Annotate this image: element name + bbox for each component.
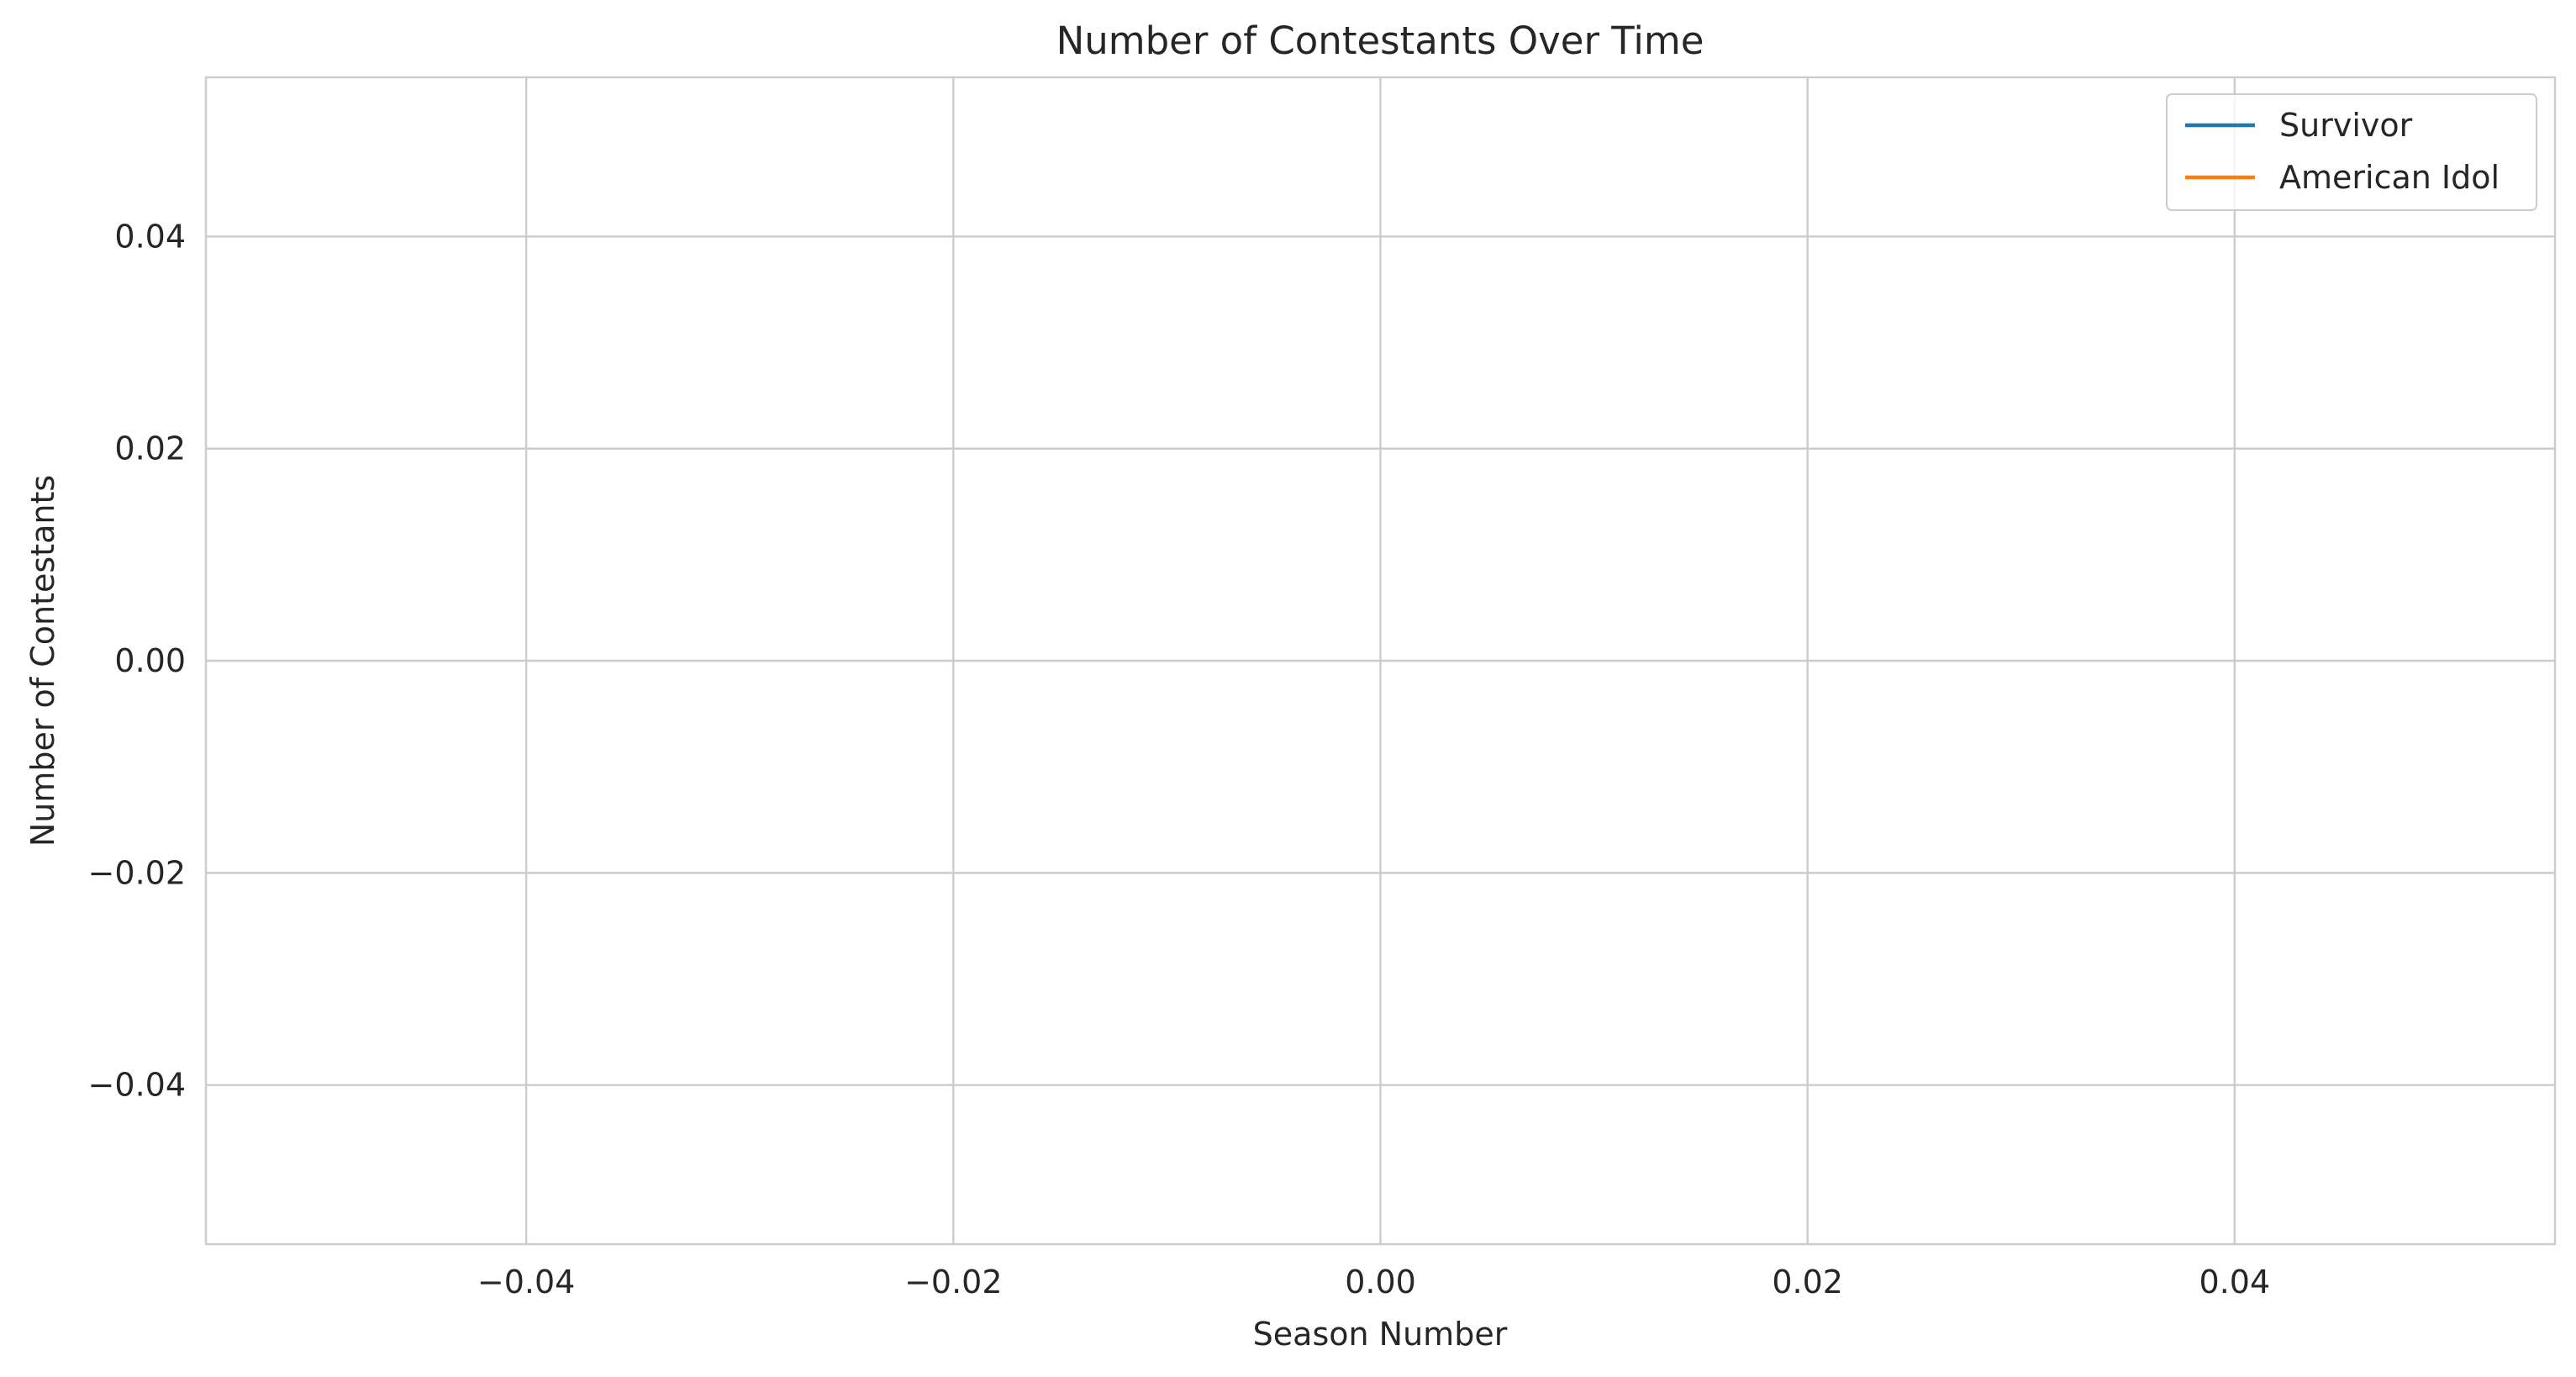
y-gridlines	[206, 235, 2555, 1086]
legend-label-survivor: Survivor	[2279, 107, 2413, 144]
legend: Survivor American Idol	[2166, 93, 2537, 211]
y-tick-label-0: 0.04	[114, 218, 186, 255]
x-tick-label-3: 0.02	[1772, 1264, 1843, 1300]
x-axis-title: Season Number	[1253, 1316, 1508, 1353]
chart-title: Number of Contestants Over Time	[1056, 18, 1704, 63]
y-tick-labels: 0.04 0.02 0.00 −0.02 −0.04	[88, 218, 186, 1103]
legend-label-american-idol: American Idol	[2279, 159, 2500, 196]
y-axis-title: Number of Contestants	[24, 475, 61, 847]
legend-frame	[2166, 93, 2537, 211]
y-tick-label-1: 0.02	[114, 430, 186, 467]
x-tick-label-0: −0.04	[477, 1264, 575, 1300]
x-tick-label-4: 0.04	[2199, 1264, 2271, 1300]
x-tick-labels: −0.04 −0.02 0.00 0.02 0.04	[477, 1264, 2270, 1300]
y-tick-label-2: 0.00	[114, 642, 186, 679]
y-tick-label-3: −0.02	[88, 854, 186, 891]
x-tick-label-2: 0.00	[1345, 1264, 1416, 1300]
y-tick-label-4: −0.04	[88, 1067, 186, 1104]
x-tick-label-1: −0.02	[904, 1264, 1002, 1300]
